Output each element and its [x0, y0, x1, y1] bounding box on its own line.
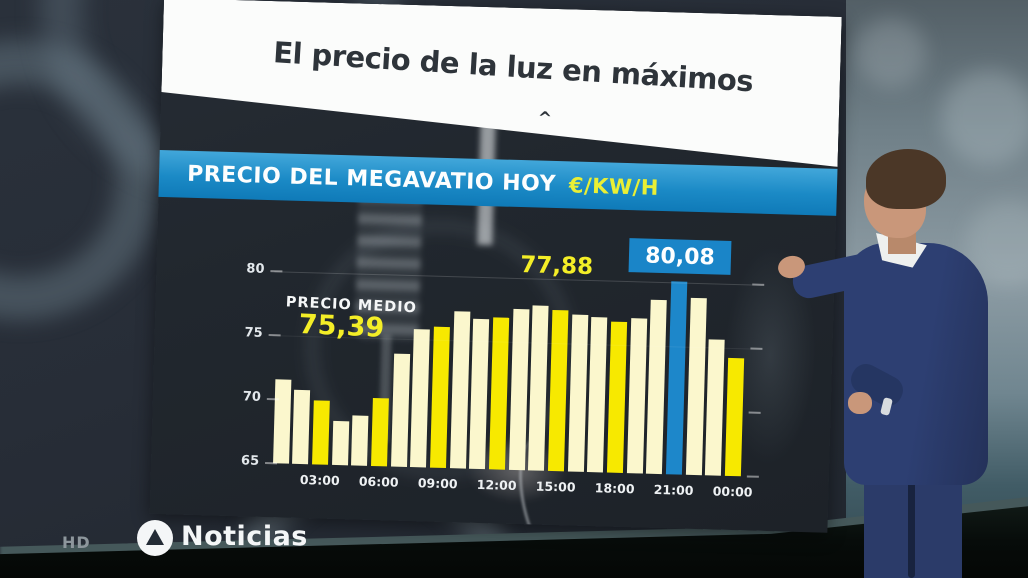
presenter-fist [848, 392, 872, 414]
channel-name: Noticias [181, 521, 308, 552]
presenter-hair [866, 149, 946, 209]
antena3-logo-triangle [146, 529, 164, 545]
hd-badge: HD [62, 533, 91, 552]
bokeh-light [856, 18, 926, 88]
presenter-leg-shadow [908, 480, 915, 578]
bokeh-light [941, 70, 1028, 165]
antena3-logo-icon [137, 520, 173, 556]
